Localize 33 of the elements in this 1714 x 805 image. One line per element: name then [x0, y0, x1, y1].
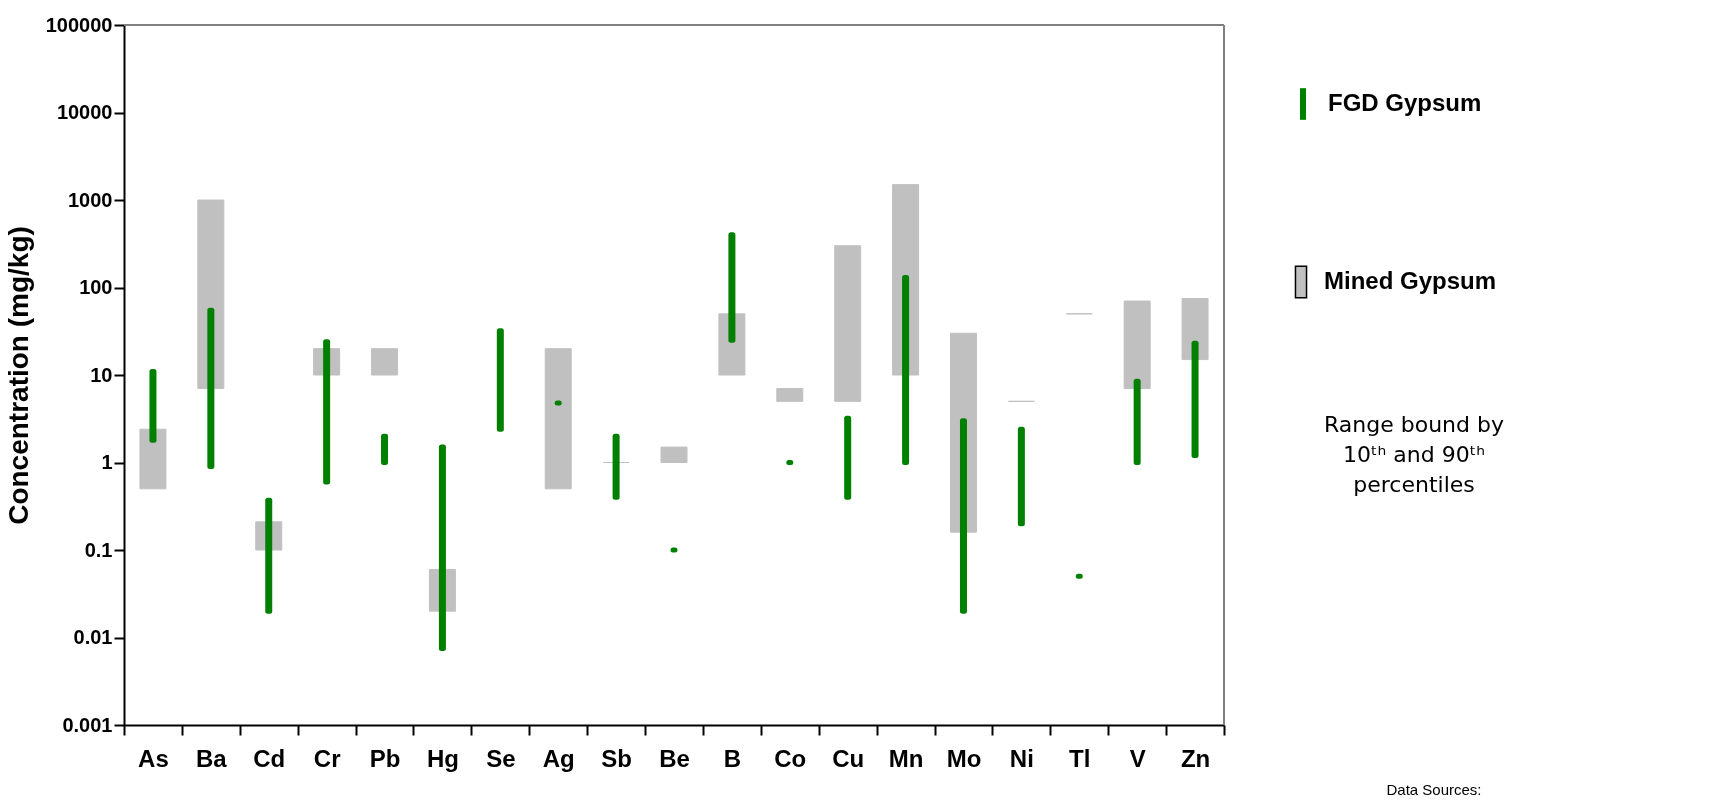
- y-axis-title: Concentration (mg/kg): [2, 226, 34, 525]
- x-tick-label: Ni: [1009, 744, 1034, 772]
- x-tick-label: Ba: [196, 744, 228, 772]
- y-tick-label: 1000: [68, 188, 113, 211]
- y-tick-label: 100000: [45, 13, 113, 36]
- x-tick-label: Be: [659, 744, 690, 772]
- y-tick-label: 100: [79, 276, 113, 298]
- x-tick-label: As: [138, 744, 169, 772]
- legend-label: FGD Gypsum: [1328, 89, 1482, 116]
- text: Data Sources:: [1386, 781, 1482, 798]
- y-tick-label: 0.1: [84, 538, 113, 561]
- y-tick-label: 10000: [56, 101, 113, 123]
- x-tick-label: Hg: [426, 744, 459, 772]
- x-tick-label: Pb: [369, 744, 401, 772]
- x-tick-label: B: [723, 744, 742, 772]
- x-tick-label: Cd: [253, 744, 286, 772]
- y-tick-label: 0.01: [73, 626, 113, 648]
- x-tick-label: Cu: [832, 744, 865, 772]
- x-tick-label: Zn: [1180, 744, 1211, 772]
- x-tick-label: Cr: [313, 744, 341, 772]
- x-tick-label: Mn: [888, 744, 924, 772]
- legend-label: Mined Gypsum: [1324, 267, 1497, 294]
- y-tick-label: 1: [101, 451, 113, 473]
- x-tick-label: Sb: [601, 744, 632, 772]
- text: Range bound by 10ᵗʰ and 90ᵗʰ percentiles: [1324, 412, 1504, 497]
- x-tick-label: Se: [486, 744, 516, 772]
- x-tick-label: Tl: [1069, 744, 1091, 772]
- y-tick-label: 10: [90, 363, 113, 386]
- x-tick-label: Co: [774, 744, 807, 772]
- y-tick-label: 0.001: [62, 713, 113, 736]
- x-tick-label: Mo: [946, 744, 982, 772]
- x-tick-label: Ag: [542, 744, 575, 772]
- x-tick-label: V: [1129, 744, 1146, 772]
